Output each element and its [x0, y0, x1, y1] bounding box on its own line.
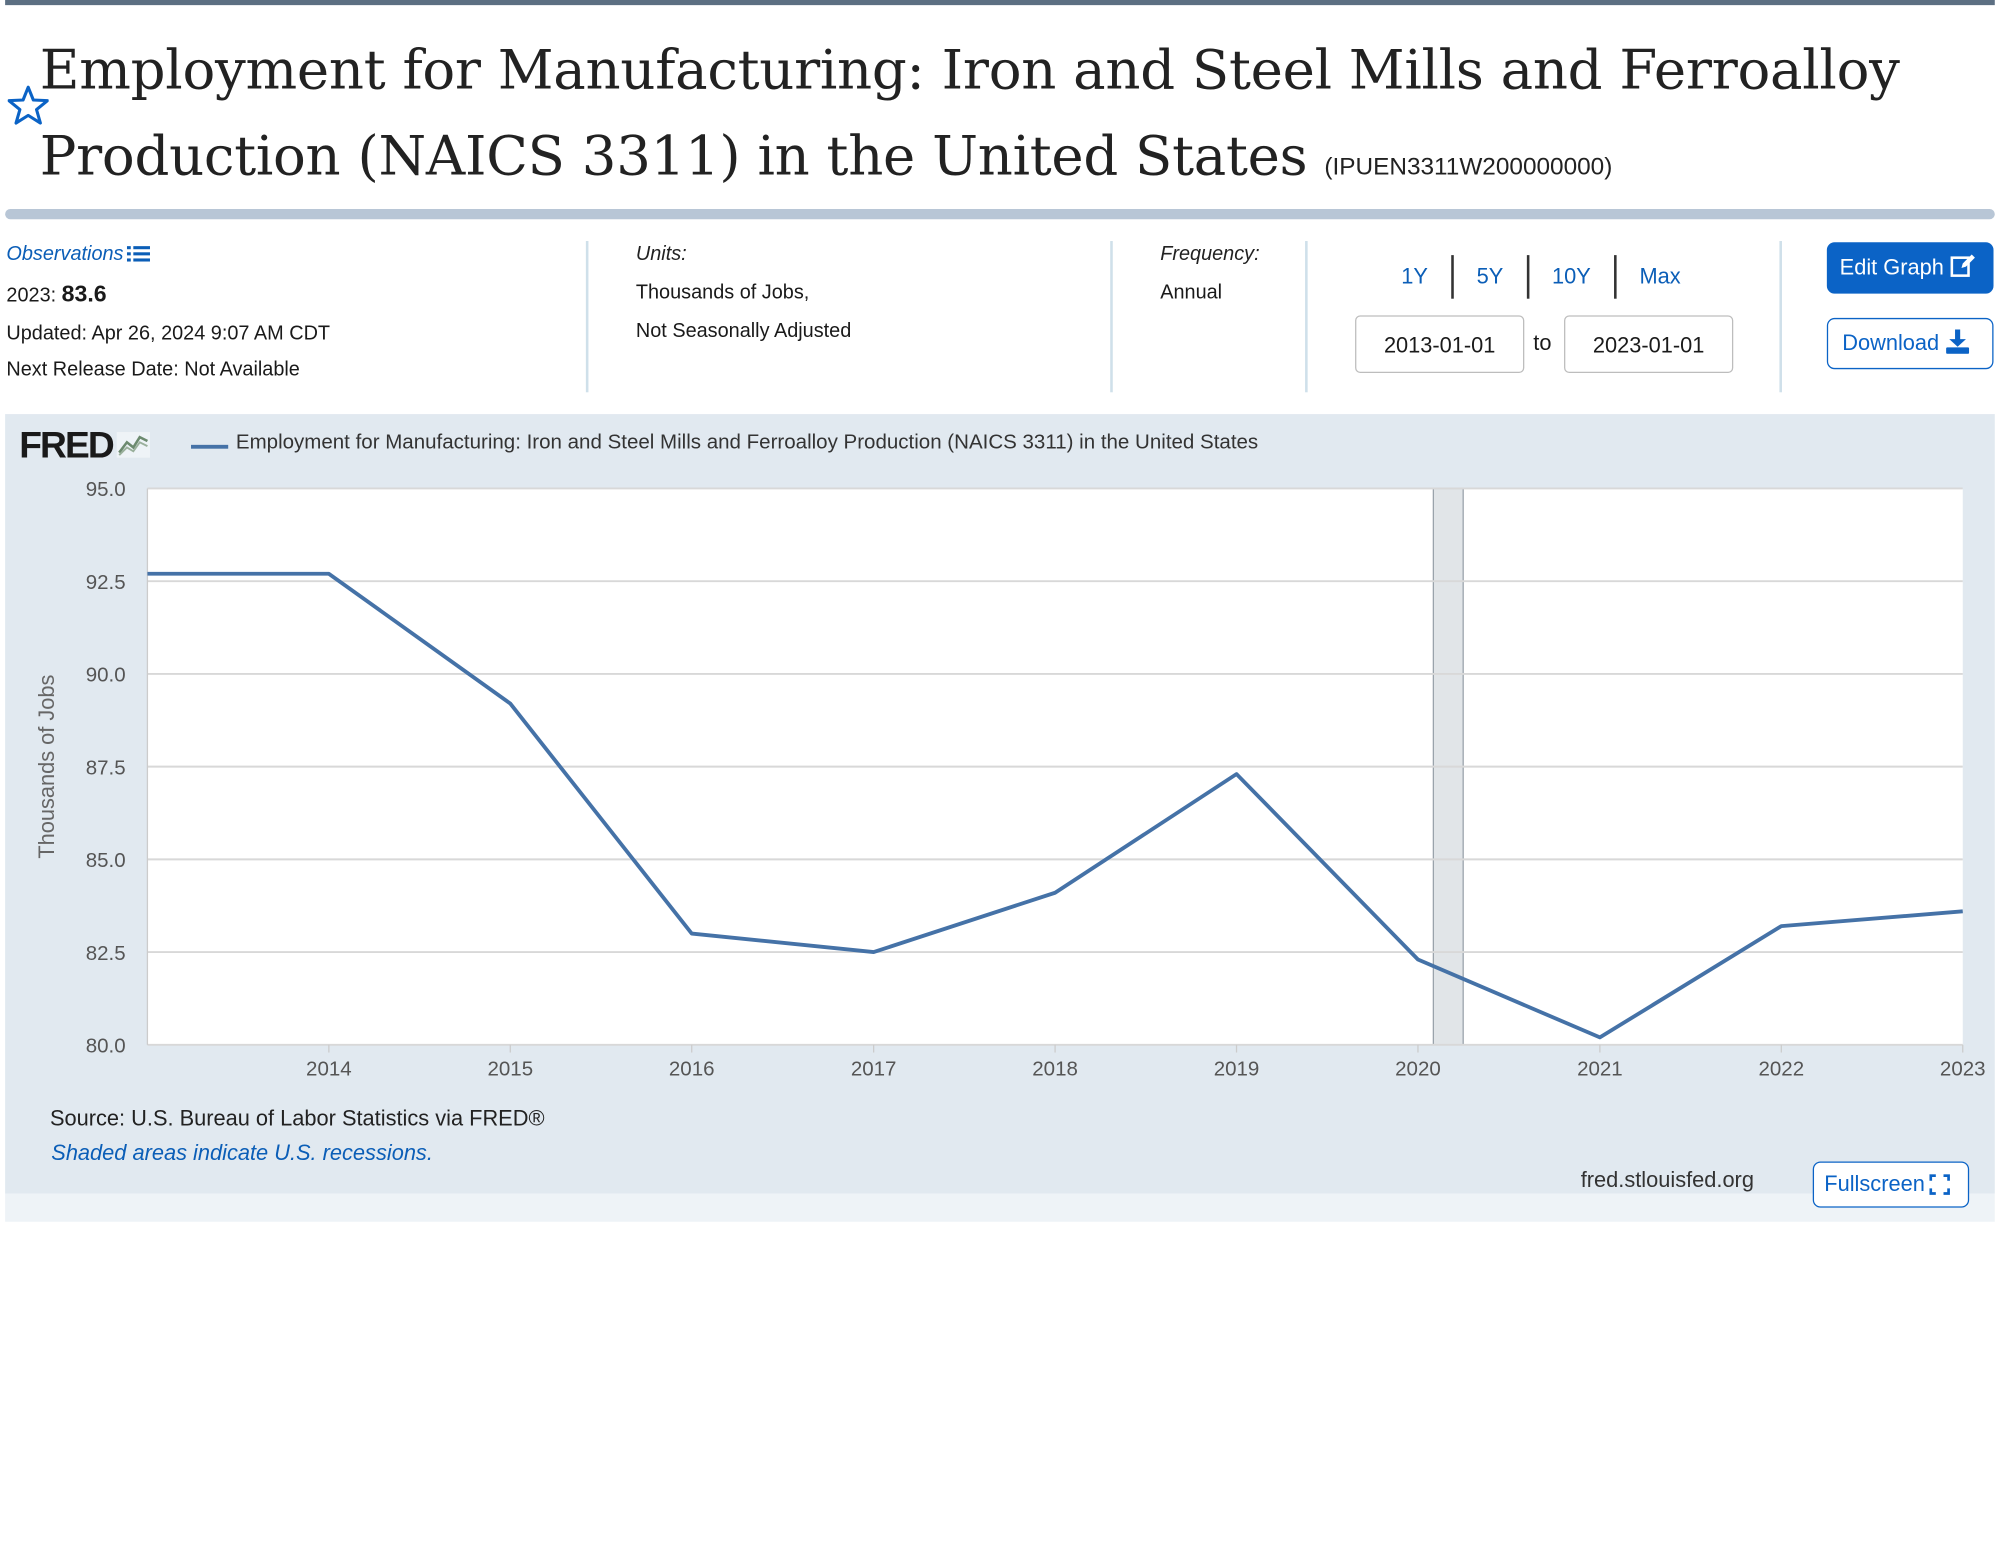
x-tick-label: 2023 [1940, 1058, 1986, 1081]
x-tick-label: 2016 [669, 1058, 715, 1081]
y-tick-label: 95.0 [86, 478, 126, 501]
y-tick-label: 87.5 [86, 756, 126, 779]
fullscreen-label: Fullscreen [1824, 1172, 1925, 1196]
y-tick-label: 90.0 [86, 664, 126, 687]
x-tick-label: 2018 [1032, 1058, 1078, 1081]
y-axis-title: Thousands of Jobs [34, 675, 59, 859]
x-tick-label: 2014 [306, 1058, 352, 1081]
fullscreen-button[interactable]: Fullscreen [1813, 1161, 1969, 1207]
y-tick-label: 80.0 [86, 1035, 126, 1058]
line-chart: 80.0 82.5 85.0 87.5 90.0 92.5 95.0 2014 2015 2016… [0, 0, 2002, 1222]
x-tick-label: 2017 [851, 1058, 897, 1081]
fred-url: fred.stlouisfed.org [1581, 1168, 1754, 1194]
y-tick-label: 92.5 [86, 571, 126, 594]
x-tick-label: 2021 [1577, 1058, 1623, 1081]
y-tick-label: 85.0 [86, 849, 126, 872]
x-tick-label: 2022 [1759, 1058, 1805, 1081]
fullscreen-icon [1930, 1174, 1951, 1195]
x-tick-label: 2019 [1214, 1058, 1260, 1081]
x-tick-label: 2020 [1395, 1058, 1441, 1081]
recession-note-link[interactable]: Shaded areas indicate U.S. recessions. [51, 1141, 433, 1167]
source-text: Source: U.S. Bureau of Labor Statistics … [50, 1106, 545, 1132]
y-tick-label: 82.5 [86, 942, 126, 965]
x-tick-label: 2015 [487, 1058, 533, 1081]
